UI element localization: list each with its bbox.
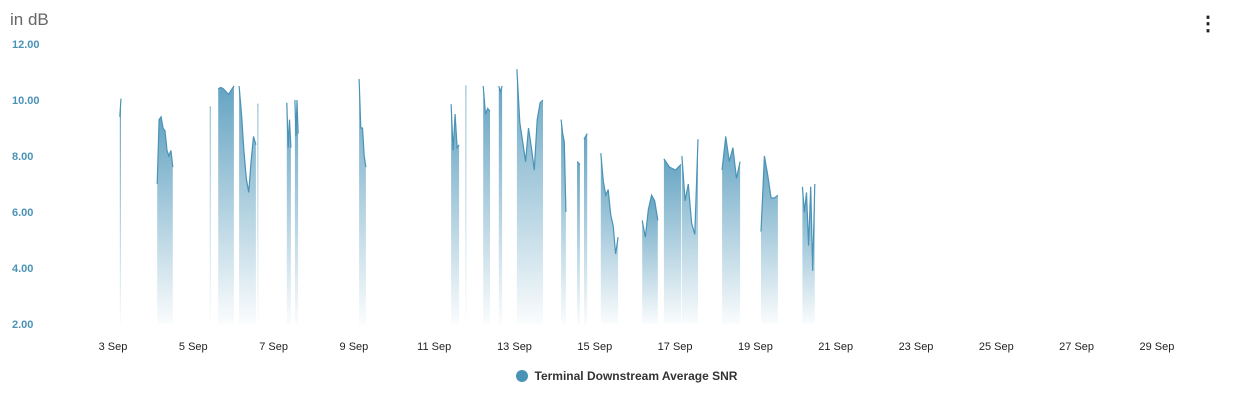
x-tick-label: 5 Sep [179, 341, 208, 353]
area-segment-8 [359, 79, 366, 324]
x-tick-label: 7 Sep [259, 341, 288, 353]
area-segment-0 [119, 98, 121, 324]
x-tick-label: 3 Sep [99, 341, 128, 353]
y-tick-label: 12.00 [12, 39, 40, 51]
legend-dot-icon [515, 370, 528, 382]
area-segment-2 [209, 107, 211, 324]
y-tick-label: 8.00 [12, 151, 33, 163]
x-tick-label: 13 Sep [497, 341, 532, 353]
line-segment-7 [294, 99, 299, 137]
line-segment-0 [119, 98, 122, 117]
line-segment-11 [482, 85, 491, 115]
line-segment-17 [600, 153, 619, 255]
line-segment-6 [286, 102, 292, 148]
x-tick-label: 17 Sep [658, 341, 693, 353]
area-segment-19 [663, 158, 682, 324]
x-tick-label: 15 Sep [577, 341, 612, 353]
area-segment-20 [681, 139, 698, 324]
area-segment-15 [577, 161, 580, 324]
legend-label: Terminal Downstream Average SNR [534, 369, 738, 383]
x-tick-label: 25 Sep [979, 341, 1014, 353]
area-segment-18 [642, 195, 658, 324]
line-segment-15 [576, 161, 581, 165]
line-segment-8 [358, 78, 367, 168]
y-tick-label: 2.00 [12, 319, 33, 331]
line-segment-3 [217, 85, 235, 96]
area-segment-7 [294, 100, 299, 324]
y-tick-label: 6.00 [12, 207, 33, 219]
x-tick-label: 23 Sep [899, 341, 934, 353]
area-segment-5 [257, 104, 259, 324]
line-segment-13 [516, 69, 544, 171]
unit-label: in dB [10, 10, 49, 29]
area-segment-1 [157, 116, 173, 324]
line-segment-22 [760, 155, 779, 232]
line-segment-19 [663, 158, 682, 171]
area-segment-3 [218, 86, 234, 324]
area-segment-16 [584, 133, 588, 324]
line-segment-9 [450, 104, 460, 151]
area-segment-12 [498, 86, 503, 324]
area-segment-10 [465, 86, 467, 324]
line-segment-4 [238, 85, 257, 193]
x-tick-label: 11 Sep [417, 341, 451, 353]
line-segment-16 [583, 133, 588, 140]
line-segment-12 [498, 85, 503, 94]
line-segment-14 [560, 119, 567, 213]
x-tick-label: 27 Sep [1059, 341, 1094, 353]
line-segment-1 [156, 115, 174, 185]
x-tick-label: 21 Sep [818, 341, 853, 353]
line-segment-21 [721, 136, 741, 179]
area-segment-6 [286, 102, 291, 324]
area-segment-11 [483, 86, 490, 324]
line-segment-23 [801, 183, 816, 271]
y-tick-label: 10.00 [12, 95, 40, 107]
vertical-dots-icon[interactable]: ⋮ [1198, 13, 1218, 35]
x-tick-label: 19 Sep [738, 341, 773, 353]
x-tick-label: 29 Sep [1139, 341, 1174, 353]
x-tick-label: 9 Sep [340, 341, 369, 353]
area-segment-17 [600, 153, 619, 324]
area-segment-14 [561, 119, 566, 324]
line-segment-18 [641, 193, 659, 238]
area-segment-9 [451, 104, 460, 324]
legend-item[interactable]: Terminal Downstream Average SNR [0, 369, 1253, 383]
area-segment-23 [802, 184, 815, 324]
line-segment-20 [681, 139, 699, 235]
area-segment-21 [722, 136, 741, 324]
y-tick-label: 4.00 [12, 263, 33, 275]
